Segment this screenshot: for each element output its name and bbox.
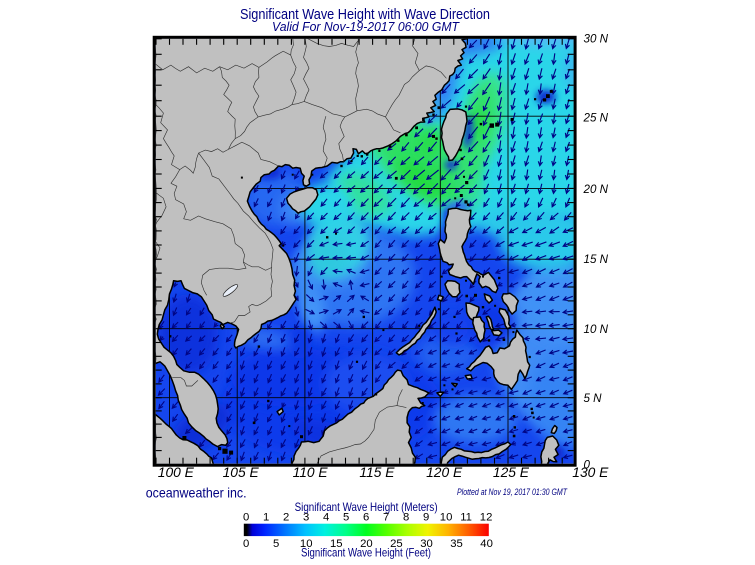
svg-text:Plotted at Nov 19, 2017 01:30: Plotted at Nov 19, 2017 01:30 GMT [457,487,568,497]
svg-text:0: 0 [243,538,249,550]
svg-text:115 E: 115 E [359,465,395,480]
svg-text:Valid For Nov-19-2017 06:00 GM: Valid For Nov-19-2017 06:00 GMT [272,19,460,34]
svg-text:110 E: 110 E [293,465,329,480]
svg-text:4: 4 [323,511,329,523]
svg-text:25: 25 [390,538,403,550]
svg-text:130 E: 130 E [572,465,609,480]
svg-text:3: 3 [303,511,309,523]
svg-text:12: 12 [480,511,493,523]
svg-text:Significant Wave Height (Meter: Significant Wave Height (Meters) [295,501,438,514]
svg-text:0: 0 [584,458,591,471]
svg-text:100 E: 100 E [158,465,195,480]
svg-text:11: 11 [460,511,472,523]
svg-text:20 N: 20 N [583,183,609,196]
svg-text:105 E: 105 E [223,465,260,480]
svg-text:9: 9 [423,511,429,523]
svg-text:0: 0 [243,511,249,523]
svg-text:20: 20 [360,538,373,550]
svg-text:10: 10 [300,538,313,550]
svg-text:30: 30 [420,538,433,550]
svg-text:2: 2 [283,511,289,523]
svg-text:35: 35 [450,538,463,550]
svg-text:10 N: 10 N [584,323,609,336]
svg-text:oceanweather inc.: oceanweather inc. [146,484,247,500]
svg-text:125 E: 125 E [493,465,530,480]
svg-text:5: 5 [343,511,349,523]
svg-text:25 N: 25 N [583,111,609,124]
svg-text:1: 1 [263,511,269,523]
svg-text:7: 7 [383,511,389,523]
svg-text:10: 10 [440,511,453,523]
svg-text:120 E: 120 E [426,465,463,480]
svg-text:5: 5 [273,538,279,550]
svg-text:8: 8 [403,511,409,523]
svg-text:30 N: 30 N [584,32,609,45]
svg-text:6: 6 [363,511,369,523]
svg-text:Significant Wave Height (Feet): Significant Wave Height (Feet) [301,547,431,560]
svg-text:15 N: 15 N [584,253,609,266]
svg-text:Significant Wave Height with W: Significant Wave Height with Wave Direct… [240,7,490,23]
svg-text:15: 15 [330,538,343,550]
svg-text:40: 40 [480,538,493,550]
svg-text:5 N: 5 N [584,392,603,405]
